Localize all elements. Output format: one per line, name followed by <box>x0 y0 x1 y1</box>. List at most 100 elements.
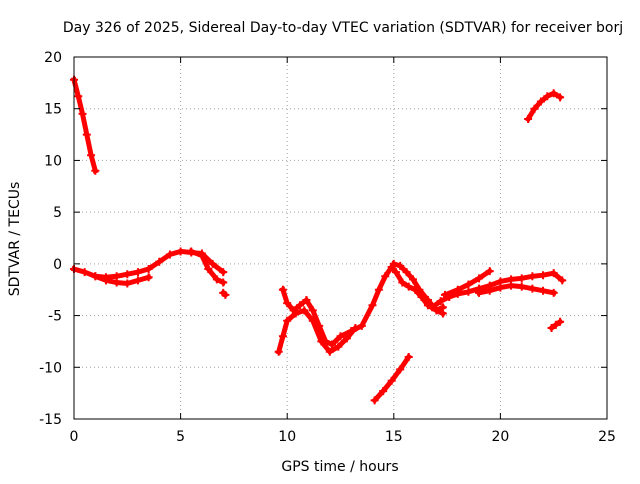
x-tick-label: 15 <box>385 429 403 445</box>
data-point <box>432 306 441 315</box>
data-point <box>475 274 484 283</box>
x-tick-label: 0 <box>70 429 79 445</box>
data-point <box>396 261 405 270</box>
data-point <box>87 151 96 160</box>
data-point <box>387 376 396 385</box>
data-point <box>475 288 484 297</box>
data-point <box>556 317 565 326</box>
data-point <box>524 115 533 124</box>
series-arc-6 <box>279 262 447 348</box>
x-tick-label: 5 <box>176 429 185 445</box>
data-point <box>208 259 217 268</box>
data-point <box>436 297 445 306</box>
data-point <box>204 265 213 274</box>
data-point <box>517 282 526 291</box>
data-point <box>528 284 537 293</box>
data-point <box>496 283 505 292</box>
data-point <box>389 259 398 268</box>
data-point <box>379 387 388 396</box>
data-point <box>219 278 228 287</box>
data-point <box>558 276 567 285</box>
data-point <box>101 276 110 285</box>
data-point <box>404 352 413 361</box>
y-tick-label: -5 <box>48 309 62 325</box>
grid-lines <box>74 57 607 419</box>
y-tick-label: -10 <box>39 360 62 376</box>
data-point <box>291 309 300 318</box>
data-point <box>408 275 417 284</box>
data-point <box>133 268 142 277</box>
data-point <box>342 334 351 343</box>
data-point <box>547 323 556 332</box>
data-point <box>543 92 552 101</box>
data-point <box>197 251 206 260</box>
data-point <box>308 316 317 325</box>
data-point <box>428 303 437 312</box>
data-point <box>423 296 432 305</box>
y-tick-label: 5 <box>53 205 62 221</box>
data-point <box>317 337 326 346</box>
data-point <box>187 247 196 256</box>
data-point <box>295 301 304 310</box>
data-point <box>464 280 473 289</box>
data-point <box>415 285 424 294</box>
data-point <box>402 268 411 277</box>
x-axis-label: GPS time / hours <box>281 459 398 475</box>
data-point <box>82 130 91 139</box>
data-point <box>485 267 494 276</box>
y-tick-label: 20 <box>44 50 62 66</box>
data-point <box>464 287 473 296</box>
data-point <box>528 272 537 281</box>
data-point <box>551 320 560 329</box>
data-point <box>300 306 309 315</box>
data-point <box>123 270 132 279</box>
data-point <box>327 340 336 349</box>
y-axis-label: SDTVAR / TECUs <box>7 182 23 297</box>
data-point <box>536 97 545 106</box>
data-point <box>91 272 100 281</box>
data-point <box>453 285 462 294</box>
data-point <box>396 365 405 374</box>
data-point <box>219 268 228 277</box>
data-point <box>530 104 539 113</box>
x-tick-label: 20 <box>491 429 509 445</box>
plot-frame <box>73 56 608 420</box>
data-point <box>221 290 230 299</box>
data-point <box>404 282 413 291</box>
data-point <box>302 296 311 305</box>
data-point <box>549 288 558 297</box>
data-point <box>517 274 526 283</box>
data-point <box>374 285 383 294</box>
data-point <box>112 278 121 287</box>
data-point <box>357 321 366 330</box>
data-point <box>274 347 283 356</box>
data-point <box>133 276 142 285</box>
data-point <box>398 278 407 287</box>
data-point <box>80 268 89 277</box>
data-point <box>507 281 516 290</box>
data-point <box>155 257 164 266</box>
x-tick-label: 10 <box>278 429 296 445</box>
y-tick-label: 10 <box>44 153 62 169</box>
data-point <box>278 285 287 294</box>
data-point <box>123 279 132 288</box>
data-point <box>381 272 390 281</box>
data-point <box>78 109 87 118</box>
data-point <box>176 247 185 256</box>
data-point <box>368 301 377 310</box>
data-point <box>440 290 449 299</box>
data-point <box>325 347 334 356</box>
y-tick-label: 0 <box>53 257 62 273</box>
data-point <box>278 332 287 341</box>
data-point <box>370 396 379 405</box>
data-point <box>283 299 292 308</box>
y-tick-label: 15 <box>44 102 62 118</box>
data-point <box>144 273 153 282</box>
x-tick-label: 25 <box>598 429 616 445</box>
data-point <box>556 93 565 102</box>
y-tick-label: -15 <box>39 412 62 428</box>
data-point <box>74 92 83 101</box>
data-point <box>549 269 558 278</box>
